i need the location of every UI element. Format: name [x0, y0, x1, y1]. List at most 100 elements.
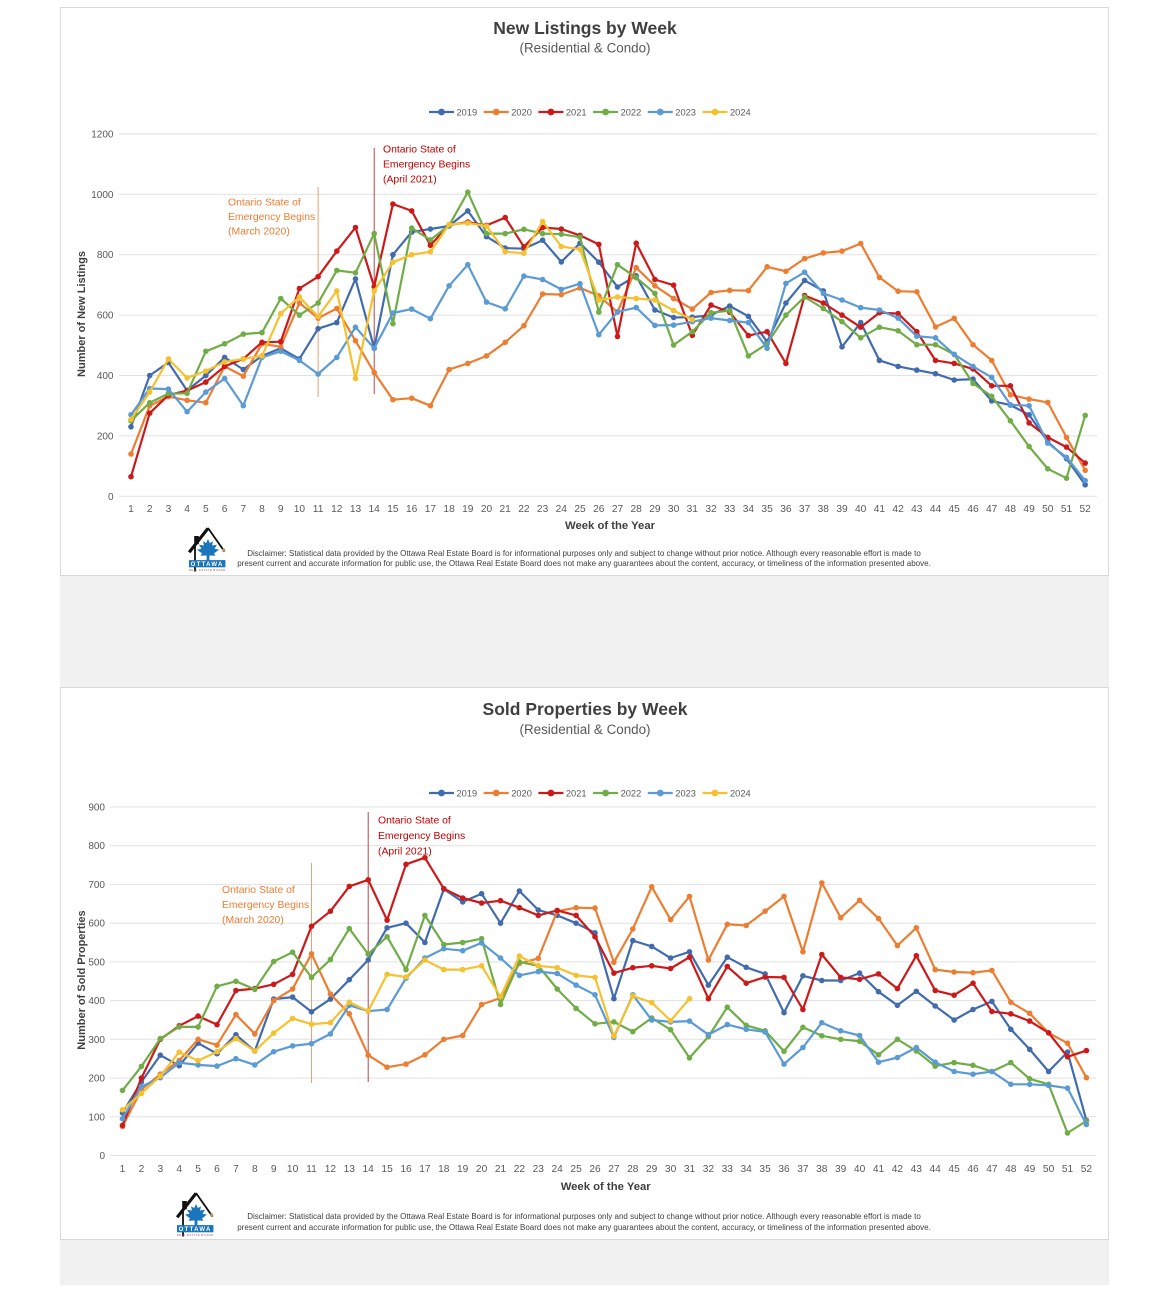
svg-text:5: 5	[203, 504, 209, 515]
svg-text:46: 46	[967, 1164, 979, 1175]
svg-text:2022: 2022	[621, 108, 642, 118]
svg-text:Disclaimer: Statistical data p: Disclaimer: Statistical data provided by…	[247, 1212, 921, 1221]
svg-text:17: 17	[419, 1164, 431, 1175]
svg-text:49: 49	[1023, 504, 1035, 515]
svg-text:200: 200	[88, 1074, 105, 1085]
svg-text:33: 33	[724, 504, 736, 515]
svg-text:2023: 2023	[675, 789, 696, 799]
svg-text:20: 20	[481, 504, 493, 515]
svg-text:REAL ESTATE BOARD: REAL ESTATE BOARD	[177, 1233, 214, 1237]
svg-text:31: 31	[687, 504, 699, 515]
svg-text:1: 1	[128, 504, 134, 515]
svg-text:(April 2021): (April 2021)	[383, 175, 437, 186]
svg-text:34: 34	[741, 1164, 753, 1175]
svg-text:14: 14	[369, 504, 381, 515]
svg-text:24: 24	[556, 504, 568, 515]
svg-text:46: 46	[967, 504, 979, 515]
svg-text:Sold Properties by Week: Sold Properties by Week	[483, 699, 688, 719]
svg-text:25: 25	[574, 504, 586, 515]
svg-text:38: 38	[818, 504, 830, 515]
svg-text:New Listings by Week: New Listings by Week	[493, 18, 677, 38]
svg-text:Week of the Year: Week of the Year	[561, 1181, 652, 1193]
svg-text:39: 39	[835, 1164, 847, 1175]
svg-text:2020: 2020	[511, 108, 532, 118]
svg-text:45: 45	[949, 504, 961, 515]
svg-text:6: 6	[222, 504, 228, 515]
svg-text:900: 900	[88, 803, 105, 814]
svg-text:Emergency Begins: Emergency Begins	[222, 900, 309, 911]
svg-text:30: 30	[668, 504, 680, 515]
svg-text:23: 23	[533, 1164, 545, 1175]
svg-text:29: 29	[649, 504, 661, 515]
svg-text:20: 20	[476, 1164, 488, 1175]
svg-text:19: 19	[457, 1164, 469, 1175]
svg-text:2019: 2019	[457, 108, 478, 118]
svg-text:52: 52	[1080, 504, 1092, 515]
svg-text:38: 38	[816, 1164, 828, 1175]
svg-text:(March 2020): (March 2020)	[228, 227, 290, 238]
svg-text:36: 36	[780, 504, 792, 515]
svg-text:21: 21	[500, 504, 512, 515]
svg-text:Week of the Year: Week of the Year	[565, 520, 656, 532]
svg-text:22: 22	[514, 1164, 526, 1175]
svg-text:51: 51	[1062, 1164, 1074, 1175]
svg-text:12: 12	[325, 1164, 337, 1175]
svg-text:600: 600	[88, 919, 105, 930]
svg-text:15: 15	[387, 504, 399, 515]
svg-text:23: 23	[537, 504, 549, 515]
svg-text:28: 28	[627, 1164, 639, 1175]
svg-text:2019: 2019	[457, 789, 478, 799]
svg-text:OTTAWA: OTTAWA	[179, 1227, 212, 1233]
svg-text:0: 0	[108, 492, 114, 503]
svg-text:2020: 2020	[511, 789, 532, 799]
svg-text:42: 42	[892, 504, 904, 515]
svg-text:(March 2020): (March 2020)	[222, 915, 284, 926]
svg-text:Ontario State of: Ontario State of	[222, 885, 295, 896]
svg-text:6: 6	[214, 1164, 220, 1175]
svg-text:OTTAWA: OTTAWA	[191, 562, 224, 568]
svg-text:2021: 2021	[566, 789, 587, 799]
svg-text:17: 17	[425, 504, 437, 515]
svg-text:300: 300	[88, 1035, 105, 1046]
svg-text:800: 800	[97, 250, 114, 261]
svg-text:1: 1	[120, 1164, 126, 1175]
svg-text:32: 32	[703, 1164, 715, 1175]
svg-text:52: 52	[1081, 1164, 1093, 1175]
svg-text:13: 13	[344, 1164, 356, 1175]
svg-text:34: 34	[743, 504, 755, 515]
svg-text:11: 11	[306, 1164, 317, 1175]
svg-text:Ontario State of: Ontario State of	[383, 145, 456, 156]
svg-text:present current and accurate i: present current and accurate information…	[237, 1223, 931, 1232]
svg-text:14: 14	[363, 1164, 375, 1175]
svg-text:35: 35	[759, 1164, 771, 1175]
svg-text:21: 21	[495, 1164, 507, 1175]
svg-text:39: 39	[836, 504, 848, 515]
svg-text:1000: 1000	[91, 190, 114, 201]
svg-text:27: 27	[608, 1164, 620, 1175]
svg-text:7: 7	[233, 1164, 239, 1175]
svg-text:800: 800	[88, 841, 105, 852]
svg-text:31: 31	[684, 1164, 696, 1175]
svg-text:44: 44	[930, 504, 942, 515]
svg-text:16: 16	[400, 1164, 412, 1175]
svg-text:4: 4	[184, 504, 190, 515]
svg-text:1200: 1200	[91, 129, 114, 140]
svg-text:Emergency Begins: Emergency Begins	[378, 831, 465, 842]
svg-text:40: 40	[855, 504, 867, 515]
svg-text:13: 13	[350, 504, 362, 515]
svg-text:5: 5	[195, 1164, 201, 1175]
svg-text:16: 16	[406, 504, 418, 515]
svg-text:36: 36	[778, 1164, 790, 1175]
svg-text:26: 26	[589, 1164, 601, 1175]
svg-text:present current and accurate i: present current and accurate information…	[237, 559, 931, 568]
svg-text:28: 28	[631, 504, 643, 515]
svg-text:Ontario State of: Ontario State of	[378, 816, 451, 827]
svg-text:47: 47	[986, 504, 998, 515]
svg-text:2: 2	[147, 504, 153, 515]
svg-text:9: 9	[271, 1164, 277, 1175]
svg-text:400: 400	[97, 371, 114, 382]
svg-text:500: 500	[88, 957, 105, 968]
svg-text:(Residential & Condo): (Residential & Condo)	[520, 41, 651, 56]
svg-text:30: 30	[665, 1164, 677, 1175]
svg-text:18: 18	[438, 1164, 450, 1175]
